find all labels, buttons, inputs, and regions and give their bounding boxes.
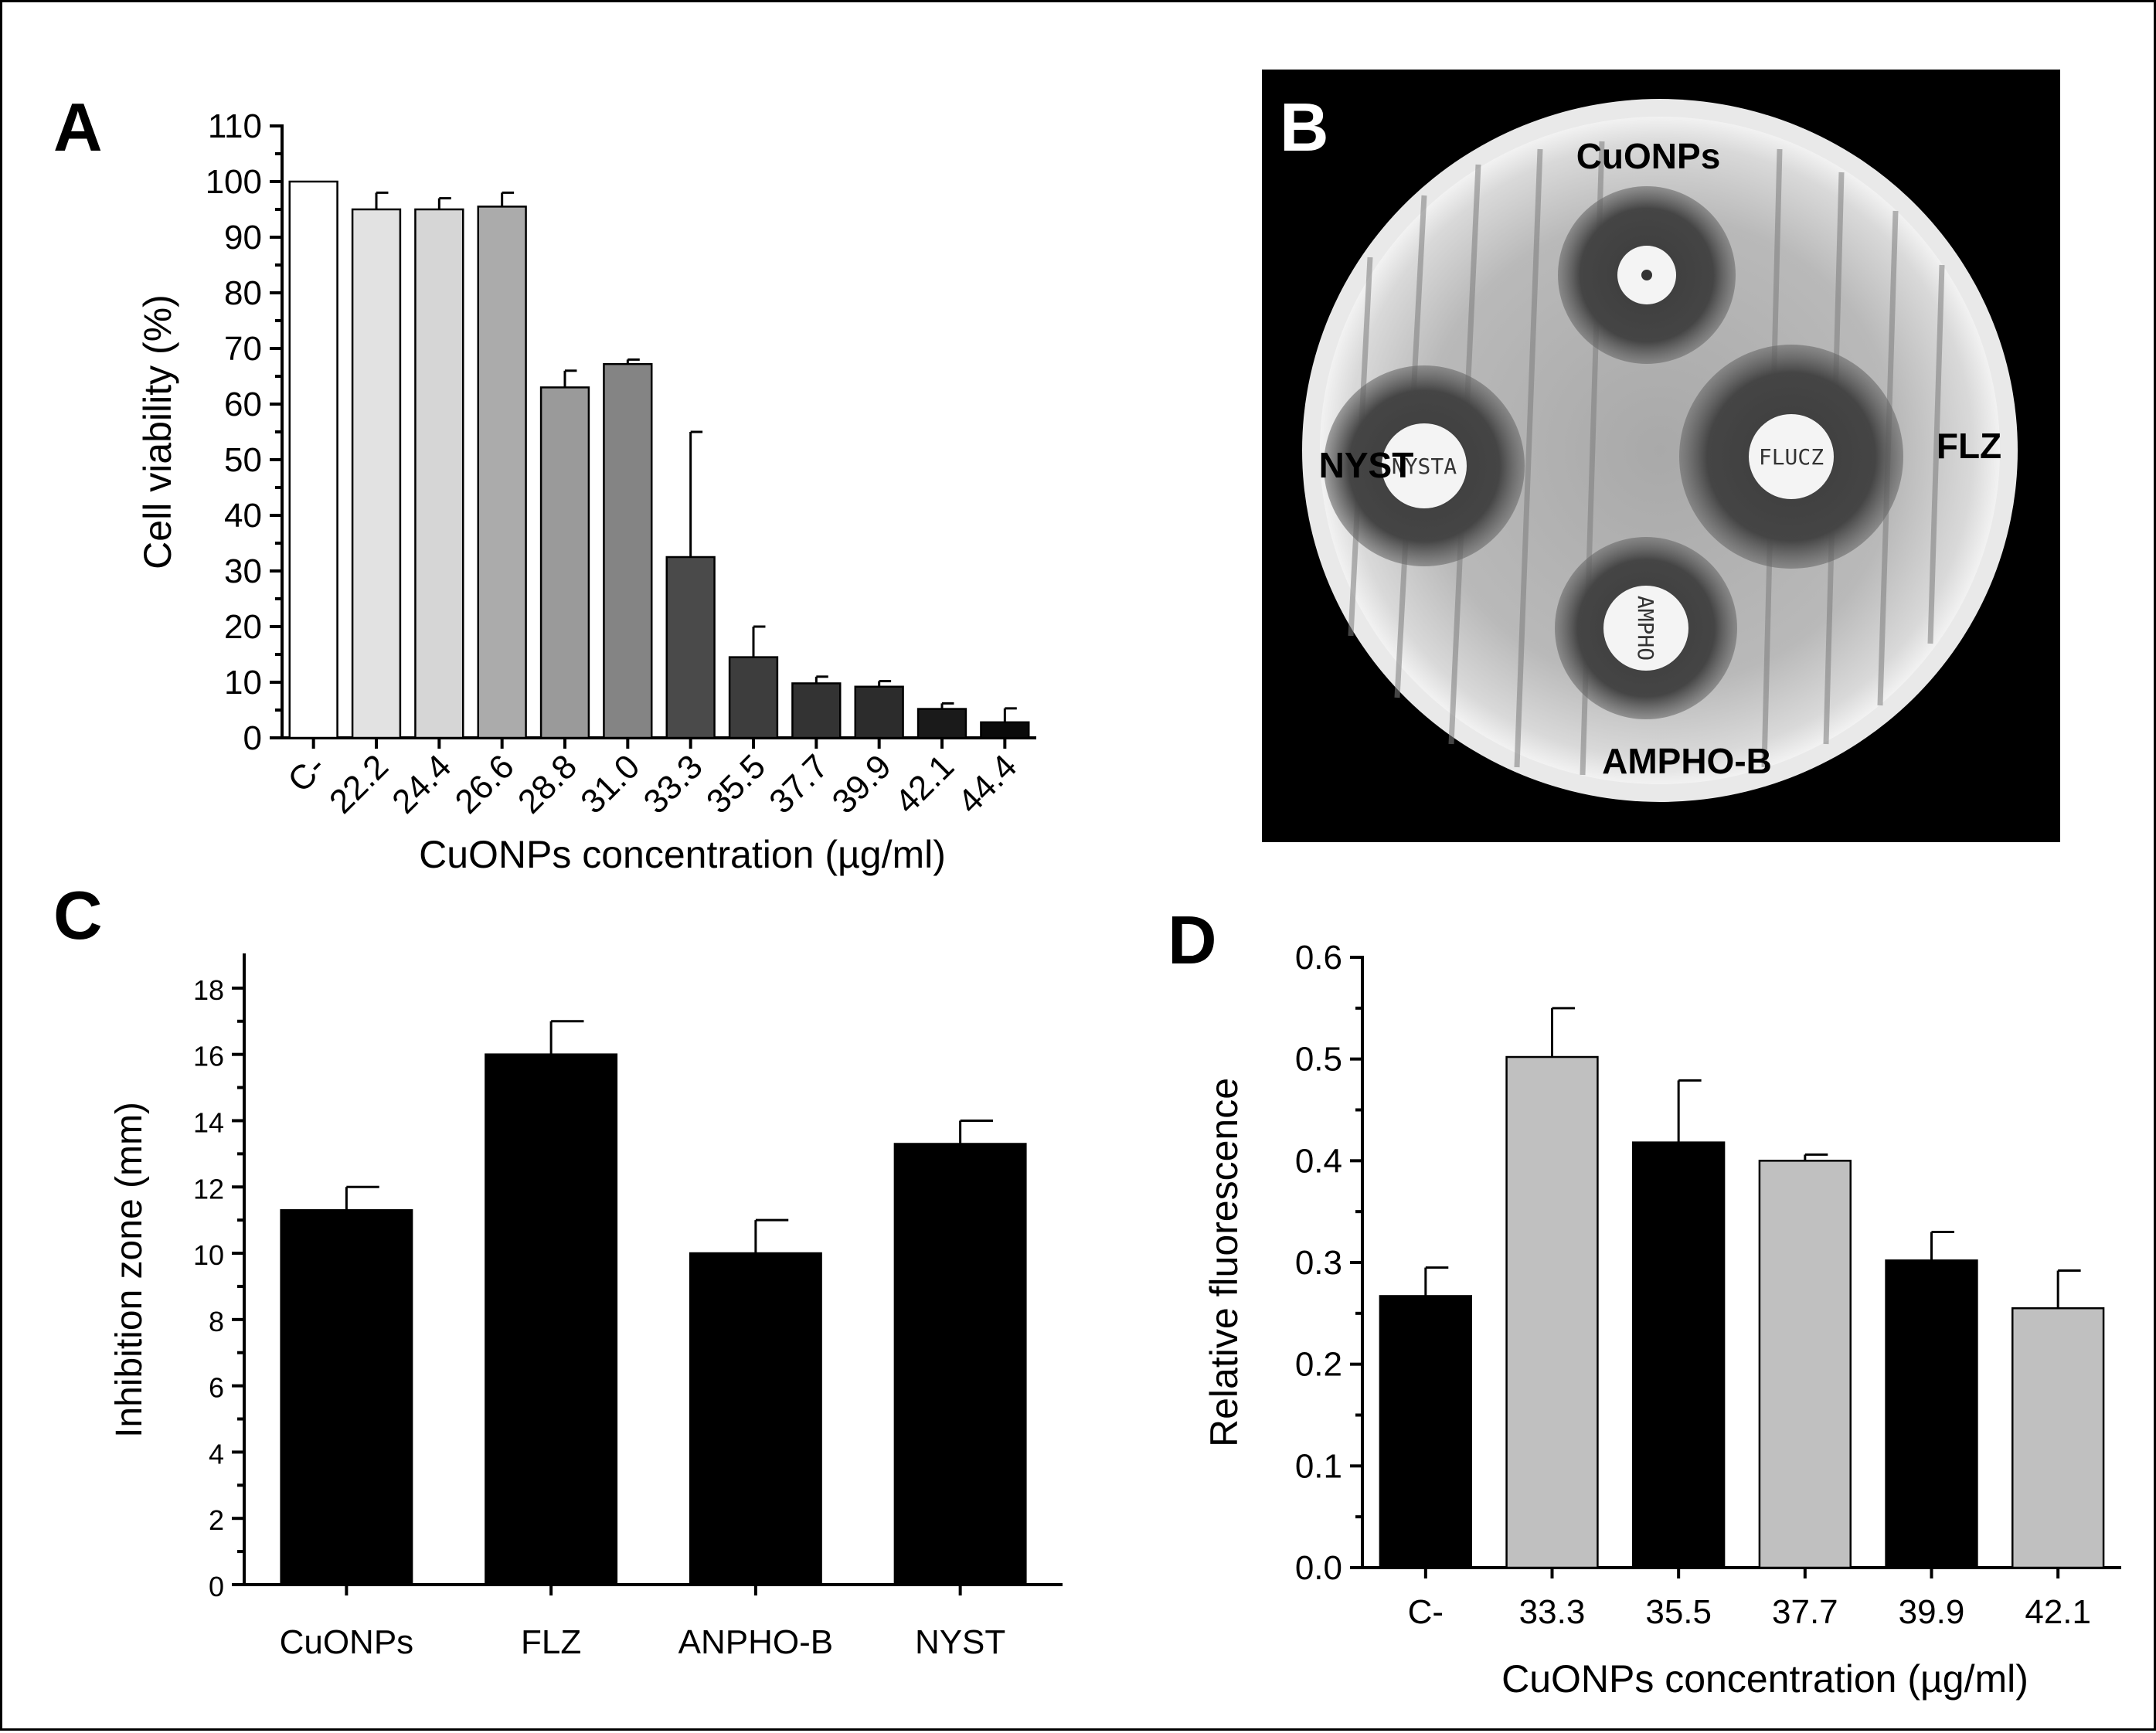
y-tick-label: 40 (224, 497, 262, 535)
y-tick-label: 12 (193, 1173, 224, 1205)
bar-5 (2011, 1307, 2105, 1569)
x-tick-label: 42.1 (888, 747, 961, 821)
bar-7 (728, 656, 779, 739)
bar-6 (665, 556, 716, 739)
y-tick-label: 4 (209, 1438, 224, 1470)
y-tick-label: 0.3 (1295, 1244, 1342, 1282)
y-tick-label: 0.6 (1295, 939, 1342, 977)
y-tick-label: 10 (193, 1239, 224, 1271)
bar-2 (414, 208, 464, 739)
x-tick-label: 22.2 (322, 747, 396, 821)
plate-label-flz: FLZ (1937, 426, 2001, 466)
disk-nyst-text: NYSTA (1392, 454, 1457, 479)
disk-cuonps-mark (1641, 270, 1652, 280)
bar-1 (485, 1053, 618, 1586)
x-tick-label: 35.5 (699, 747, 773, 821)
disk-ampho-b (1603, 586, 1688, 671)
bar-11 (980, 721, 1030, 739)
bar-0 (280, 1209, 413, 1586)
x-tick-label: 39.9 (825, 747, 899, 821)
x-tick-label: FLZ (521, 1623, 581, 1661)
y-tick-label: 20 (224, 608, 262, 646)
bar-2 (689, 1252, 822, 1586)
y-tick-label: 0.0 (1295, 1549, 1342, 1587)
y-tick-label: 80 (224, 274, 262, 312)
y-tick-label: 16 (193, 1041, 224, 1072)
x-tick-label: 33.3 (1519, 1593, 1586, 1631)
x-tick-label: CuONPs (280, 1623, 414, 1661)
y-axis-label: Relative fluorescence (1202, 1078, 1246, 1447)
y-tick-label: 30 (224, 552, 262, 590)
x-tick-label: 26.6 (448, 747, 522, 821)
chart-d-relative-fluorescence: 0.0 0.1 0.2 0.3 0.4 0.5 0.6 C- 33.3 35.5 37.7 39.9 4… (1202, 939, 2121, 1701)
bar-9 (854, 685, 904, 739)
panel-label-c: C (53, 877, 103, 953)
y-tick-label: 110 (208, 107, 262, 145)
bar-4 (539, 386, 590, 739)
x-axis-label: CuONPs concentration (µg/ml) (419, 833, 946, 876)
x-tick-label: 33.3 (637, 747, 710, 821)
y-tick-label: 8 (209, 1306, 224, 1337)
panel-label-b: B (1280, 89, 1329, 165)
chart-c-inhibition-zone: 0 2 4 6 8 10 12 14 16 18 CuONPs FLZ ANPHO-B NYST Inhib… (109, 953, 1063, 1661)
panel-label-d: D (1168, 902, 1217, 978)
petri-dish-photo: NYSTA FLUCZ AMPHO CuONPs NYST FLZ AMPHO-… (1262, 70, 2060, 842)
bar-3 (477, 206, 527, 739)
y-tick-label: 0 (209, 1571, 224, 1602)
y-tick-label: 0 (243, 719, 262, 757)
disk-ampho-b-text: AMPHO (1633, 596, 1658, 661)
y-tick-label: 18 (193, 974, 224, 1006)
x-tick-label: C- (1408, 1593, 1444, 1631)
plate-label-cuonps: CuONPs (1576, 136, 1721, 176)
y-tick-label: 90 (224, 219, 262, 257)
x-tick-label: ANPHO-B (678, 1623, 833, 1661)
y-tick-label: 0.1 (1295, 1447, 1342, 1485)
plate-label-nyst: NYST (1319, 445, 1414, 485)
x-tick-label: NYST (915, 1623, 1005, 1661)
y-axis-label: Inhibition zone (mm) (109, 1102, 150, 1438)
bar-3 (1758, 1160, 1852, 1569)
bar-8 (791, 682, 842, 739)
bar-1 (1505, 1055, 1599, 1569)
bar-10 (916, 708, 967, 739)
chart-a-cell-viability: 0102030405060708090100110C-22.224.426.62… (136, 107, 1036, 876)
bar-5 (603, 362, 653, 739)
disk-flz-text: FLUCZ (1759, 444, 1824, 470)
y-tick-label: 6 (209, 1372, 224, 1404)
bar-2 (1631, 1141, 1726, 1569)
x-tick-label: 31.0 (573, 747, 647, 821)
bar-0 (288, 180, 338, 739)
y-tick-label: 0.4 (1295, 1142, 1342, 1180)
bar-1 (351, 208, 402, 739)
x-tick-label: 42.1 (2025, 1593, 2091, 1631)
x-tick-label: 37.7 (1772, 1593, 1838, 1631)
x-tick-label: 35.5 (1645, 1593, 1712, 1631)
y-tick-label: 2 (209, 1504, 224, 1536)
y-tick-label: 0.5 (1295, 1041, 1342, 1079)
y-tick-label: 14 (193, 1106, 224, 1138)
bar-3 (893, 1143, 1027, 1586)
y-tick-label: 50 (224, 441, 262, 479)
x-tick-label: 24.4 (385, 747, 458, 821)
plate-label-ampho-b: AMPHO-B (1602, 741, 1772, 781)
y-axis-label: Cell viability (%) (136, 294, 179, 569)
y-tick-label: 100 (206, 163, 262, 201)
x-tick-label: 28.8 (511, 747, 584, 821)
disk-flz (1749, 414, 1834, 499)
y-tick-label: 10 (224, 664, 262, 702)
y-tick-label: 60 (224, 386, 262, 423)
x-axis-label: CuONPs concentration (µg/ml) (1501, 1657, 2028, 1701)
y-tick-label: 70 (224, 330, 262, 368)
bar-0 (1379, 1295, 1473, 1569)
disk-nyst (1382, 423, 1467, 508)
x-tick-label: 44.4 (950, 747, 1024, 821)
x-tick-label: 37.7 (762, 747, 835, 821)
x-tick-label: 39.9 (1899, 1593, 1965, 1631)
y-tick-label: 0.2 (1295, 1346, 1342, 1384)
bar-4 (1885, 1259, 1978, 1569)
panel-label-a: A (53, 89, 103, 165)
